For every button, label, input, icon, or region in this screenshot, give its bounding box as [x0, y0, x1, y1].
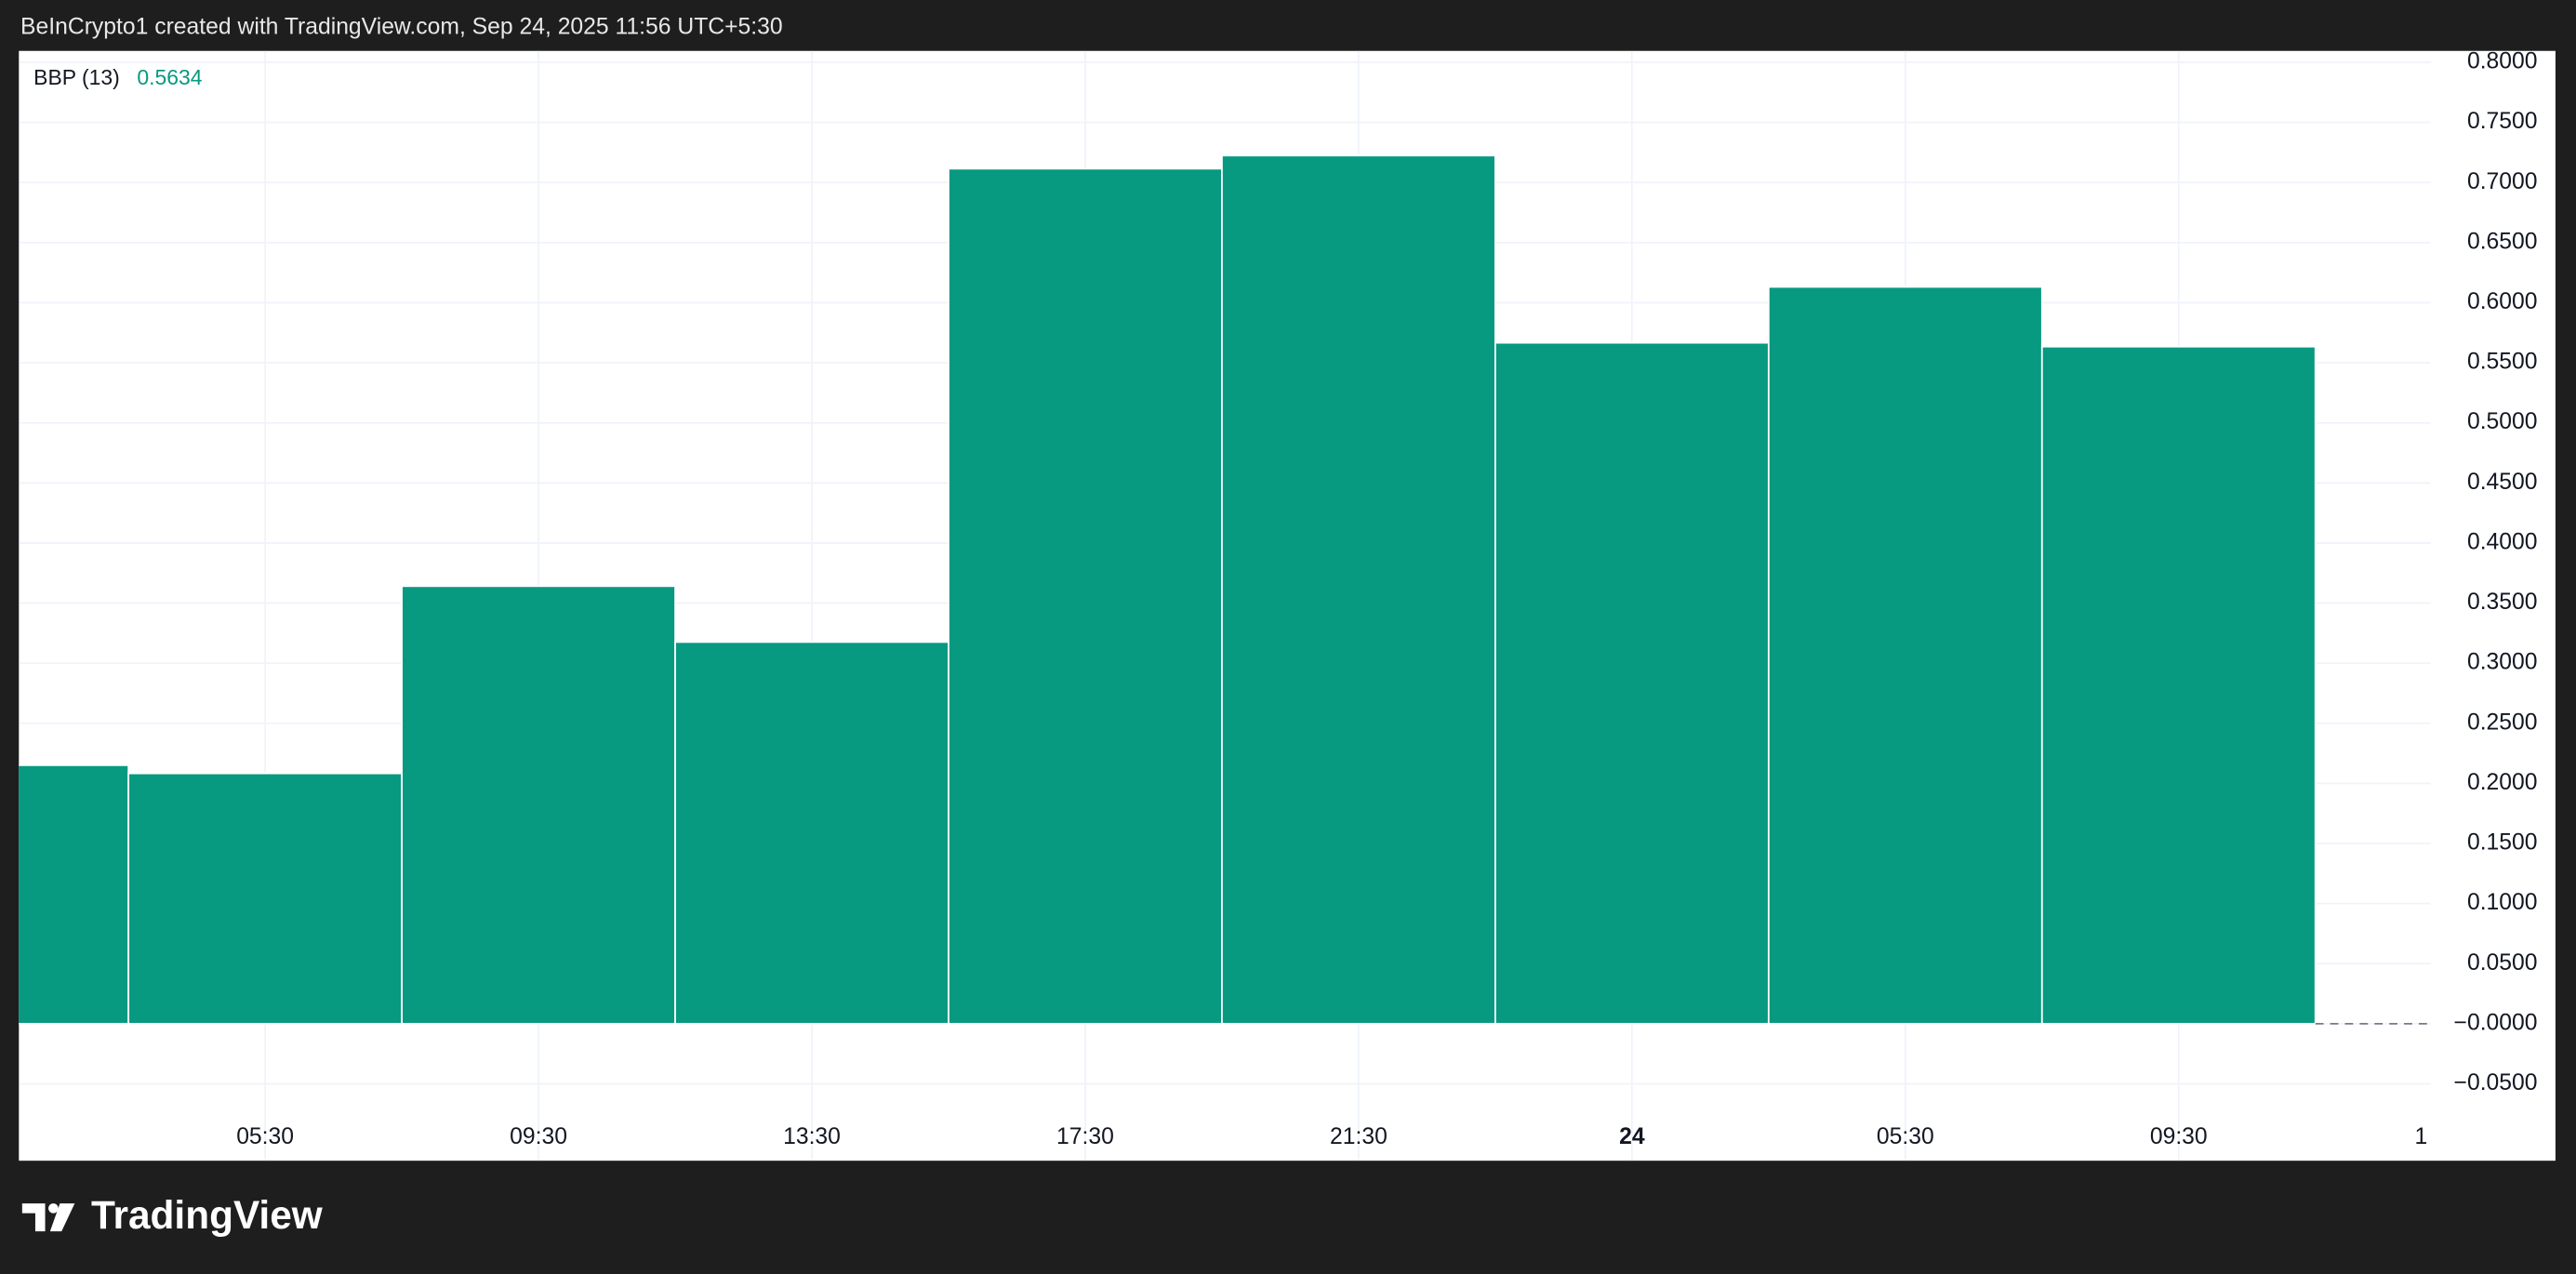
bar — [2040, 345, 2317, 1025]
y-tick-label: 0.1500 — [2467, 830, 2538, 856]
y-tick-label: 0.5500 — [2467, 350, 2538, 375]
y-tick-label: 0.3500 — [2467, 590, 2538, 615]
x-tick-label: 09:30 — [2150, 1124, 2208, 1149]
y-tick-label: 0.6500 — [2467, 229, 2538, 254]
x-tick-label: 24 — [1619, 1124, 1645, 1149]
bar — [401, 585, 676, 1025]
logo-icon — [21, 1203, 75, 1232]
x-tick-label: 13:30 — [783, 1124, 841, 1149]
logo-text: TradingView — [91, 1193, 324, 1237]
bar — [19, 763, 130, 1025]
y-tick-label: 0.2000 — [2467, 770, 2538, 795]
y-tick-label: 0.7500 — [2467, 109, 2538, 134]
header-text: BeInCrypto1 created with TradingView.com… — [20, 15, 783, 40]
y-tick-label: 0.0500 — [2467, 950, 2538, 975]
y-tick-label: 0.4000 — [2467, 529, 2538, 554]
bar — [674, 641, 949, 1025]
y-tick-label: 0.8000 — [2467, 49, 2538, 74]
bar — [127, 772, 403, 1025]
y-tick-label: 0.6000 — [2467, 289, 2538, 314]
bar — [948, 167, 1223, 1025]
x-tick-label: 1 — [2414, 1124, 2427, 1149]
x-tick-label: 21:30 — [1330, 1124, 1388, 1149]
x-tick-label: 09:30 — [510, 1124, 567, 1149]
y-tick-label: 0.1000 — [2467, 890, 2538, 915]
y-tick-label: 0.7000 — [2467, 169, 2538, 194]
bar — [1767, 285, 2043, 1025]
bars — [19, 154, 2428, 1025]
x-tick-label: 17:30 — [1056, 1124, 1114, 1149]
axis-labels: 0.8000 0.7500 0.7000 0.6500 0.6000 0.5500 0.50… — [236, 49, 2537, 1149]
y-tick-label: 0.3000 — [2467, 650, 2538, 675]
y-tick-label: 0.2500 — [2467, 710, 2538, 735]
y-tick-label: 0.5000 — [2467, 409, 2538, 434]
legend-name: BBP (13) — [33, 65, 120, 89]
x-tick-label: 05:30 — [236, 1124, 294, 1149]
y-tick-label: −0.0000 — [2454, 1010, 2538, 1035]
bar — [1221, 154, 1496, 1025]
x-tick-label: 05:30 — [1877, 1124, 1934, 1149]
bar — [1494, 341, 1770, 1025]
y-tick-label: −0.0500 — [2454, 1070, 2538, 1095]
legend-value: 0.5634 — [137, 65, 202, 89]
y-tick-label: 0.4500 — [2467, 470, 2538, 495]
